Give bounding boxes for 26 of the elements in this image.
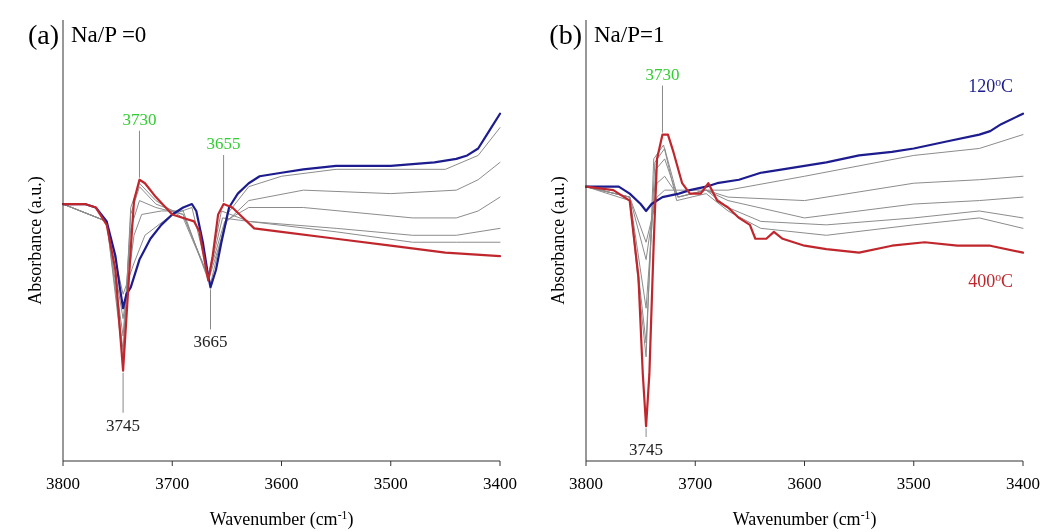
x-tick-label: 3800 [46, 474, 80, 493]
x-tick-label: 3800 [569, 474, 603, 493]
x-axis-title: Wavenumber (cm$^{-1}$) [732, 508, 877, 530]
annotation: 3655 [206, 134, 241, 154]
y-axis-title: Absorbance (a.u.) [25, 176, 46, 305]
x-tick-label: 3500 [373, 474, 408, 493]
annotation: 3745 [629, 440, 664, 459]
series-label: 120$^{o}$C [968, 75, 1013, 96]
series-label: 400$^{o}$C [968, 270, 1013, 291]
x-axis-title: Wavenumber (cm$^{-1}$) [209, 508, 354, 530]
chart-title: (b) [549, 19, 582, 50]
x-tick-label: 3400 [1006, 474, 1040, 493]
y-axis-title: Absorbance (a.u.) [548, 176, 569, 305]
x-tick-label: 3700 [678, 474, 713, 493]
annotation: 3745 [106, 415, 141, 435]
chart-subtitle: Na/P =0 [71, 22, 147, 47]
x-tick-label: 3600 [264, 474, 299, 493]
chart-title: (a) [27, 19, 59, 50]
annotation: 3730 [645, 64, 680, 84]
x-tick-label: 3500 [896, 474, 931, 493]
x-tick-label: 3400 [483, 474, 517, 493]
annotation: 3730 [122, 109, 157, 129]
x-tick-label: 3700 [155, 474, 190, 493]
chart-subtitle: Na/P=1 [594, 22, 665, 47]
annotation: 3665 [193, 332, 228, 352]
x-tick-label: 3600 [787, 474, 822, 493]
